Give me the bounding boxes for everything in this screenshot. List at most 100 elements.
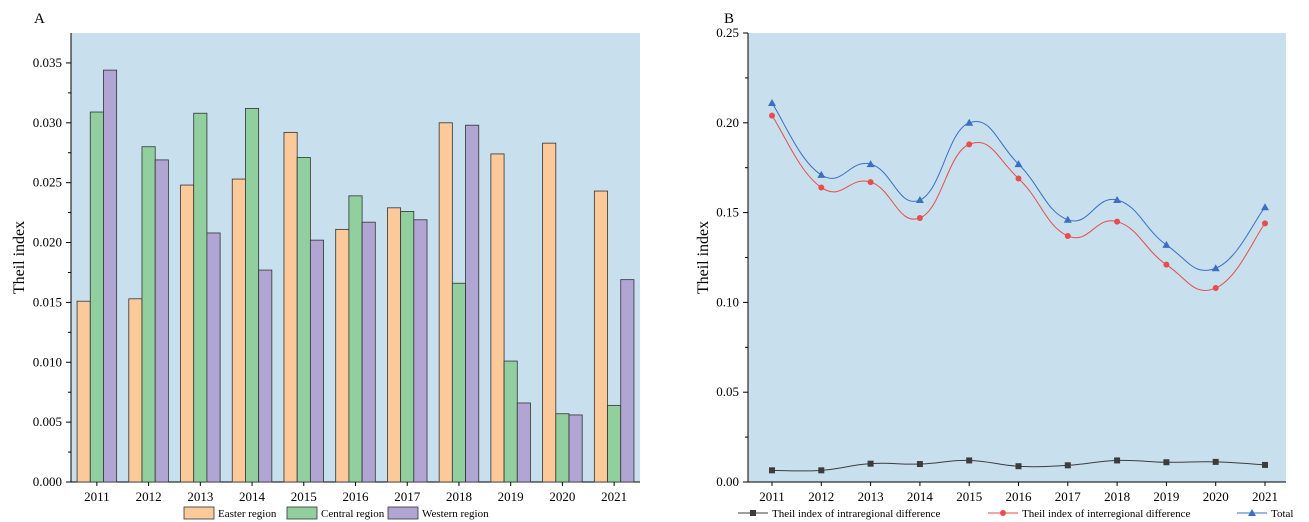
x-tick-label-b: 2011 bbox=[759, 489, 785, 504]
y-tick-label-b: 0.20 bbox=[716, 115, 739, 130]
series-line-total bbox=[771, 102, 1266, 271]
legend-label-a: Western region bbox=[422, 508, 489, 520]
bar-central bbox=[555, 413, 570, 483]
data-point-intraregional bbox=[1114, 457, 1121, 464]
y-tick-label-b: 0.25 bbox=[716, 25, 739, 40]
legend-swatch-a bbox=[387, 506, 419, 520]
bar-eastern bbox=[283, 131, 298, 483]
bar-eastern bbox=[438, 122, 453, 483]
bar-western bbox=[258, 269, 273, 483]
legend-label-a: Easter region bbox=[218, 508, 277, 520]
data-point-interregional bbox=[769, 112, 775, 119]
y-tick-label-b: 0.10 bbox=[716, 294, 739, 309]
legend-label-b: Theil index of interregional difference bbox=[1022, 508, 1191, 520]
data-point-total bbox=[915, 196, 924, 204]
x-tick-label-a: 2014 bbox=[239, 489, 266, 504]
plot-area-b bbox=[748, 33, 1286, 482]
x-tick-label-b: 2016 bbox=[1006, 489, 1033, 504]
data-point-total bbox=[817, 170, 826, 178]
bar-western bbox=[413, 219, 428, 483]
bar-western bbox=[568, 414, 583, 483]
x-tick-label-b: 2018 bbox=[1104, 489, 1130, 504]
y-tick-label-a: 0.000 bbox=[33, 474, 62, 489]
legend-swatch-a bbox=[183, 506, 215, 520]
data-point-intraregional bbox=[1212, 458, 1219, 465]
x-tick-label-a: 2017 bbox=[394, 489, 421, 504]
data-point-intraregional bbox=[818, 467, 825, 474]
data-point-interregional bbox=[1114, 218, 1121, 225]
data-point-interregional bbox=[1015, 175, 1022, 182]
data-point-intraregional bbox=[1064, 462, 1071, 469]
data-point-total bbox=[768, 99, 776, 107]
bar-eastern bbox=[542, 142, 557, 483]
y-tick-label-a: 0.005 bbox=[33, 414, 62, 429]
bar-western bbox=[361, 221, 376, 483]
bar-western bbox=[309, 239, 324, 483]
bar-central bbox=[451, 282, 466, 483]
data-point-total bbox=[1261, 203, 1269, 211]
y-tick-label-b: 0.00 bbox=[716, 474, 739, 489]
x-tick-label-a: 2012 bbox=[136, 489, 162, 504]
legend-swatch-a bbox=[286, 506, 318, 520]
legend-marker-b bbox=[1248, 509, 1256, 516]
data-point-interregional bbox=[916, 214, 923, 221]
x-tick-label-a: 2015 bbox=[291, 489, 317, 504]
bar-eastern bbox=[490, 153, 505, 483]
x-tick-label-b: 2019 bbox=[1153, 489, 1179, 504]
y-tick-label-a: 0.015 bbox=[33, 294, 62, 309]
bar-eastern bbox=[387, 207, 402, 483]
data-point-intraregional bbox=[769, 467, 775, 474]
bar-eastern bbox=[76, 300, 91, 483]
data-point-intraregional bbox=[916, 461, 923, 468]
bar-western bbox=[620, 279, 635, 483]
data-point-total bbox=[866, 160, 875, 168]
bar-eastern bbox=[593, 190, 608, 483]
bar-western bbox=[465, 124, 480, 483]
bar-central bbox=[296, 157, 311, 483]
data-point-total bbox=[1063, 215, 1072, 223]
legend-marker-b bbox=[1000, 510, 1006, 516]
y-tick-label-a: 0.025 bbox=[33, 175, 62, 190]
legend-label-a: Central region bbox=[321, 508, 385, 520]
panel-label-b: B bbox=[724, 11, 734, 27]
bar-eastern bbox=[180, 184, 195, 483]
bar-central bbox=[348, 195, 363, 483]
x-tick-label-b: 2012 bbox=[808, 489, 834, 504]
data-point-total bbox=[1211, 264, 1220, 272]
data-point-interregional bbox=[818, 184, 825, 191]
x-tick-label-b: 2017 bbox=[1055, 489, 1082, 504]
y-axis-title-b: Theil index bbox=[695, 221, 712, 294]
bar-western bbox=[206, 232, 221, 483]
x-tick-label-a: 2013 bbox=[187, 489, 213, 504]
bar-western bbox=[103, 69, 118, 483]
y-tick-label-a: 0.010 bbox=[33, 354, 62, 369]
data-point-intraregional bbox=[867, 460, 874, 467]
bar-eastern bbox=[231, 178, 246, 483]
y-tick-label-a: 0.020 bbox=[33, 235, 62, 250]
bar-central bbox=[89, 111, 104, 483]
panel-label-a: A bbox=[34, 11, 45, 27]
bar-western bbox=[154, 159, 169, 483]
legend-label-b: Total bbox=[1271, 508, 1293, 520]
data-point-total bbox=[1162, 240, 1171, 248]
y-tick-label-b: 0.05 bbox=[716, 384, 739, 399]
data-point-interregional bbox=[1262, 220, 1268, 227]
y-tick-label-a: 0.035 bbox=[33, 55, 62, 70]
x-tick-label-a: 2016 bbox=[343, 489, 370, 504]
x-tick-label-a: 2018 bbox=[446, 489, 472, 504]
data-point-interregional bbox=[966, 141, 973, 148]
bar-central bbox=[607, 404, 622, 483]
x-tick-label-b: 2015 bbox=[956, 489, 982, 504]
legend-marker-b bbox=[750, 510, 756, 516]
data-point-intraregional bbox=[966, 457, 973, 464]
x-tick-label-b: 2021 bbox=[1252, 489, 1278, 504]
data-point-interregional bbox=[1163, 261, 1170, 268]
data-point-total bbox=[965, 118, 974, 126]
x-tick-label-b: 2020 bbox=[1203, 489, 1229, 504]
x-tick-label-b: 2014 bbox=[907, 489, 934, 504]
data-point-intraregional bbox=[1262, 461, 1268, 468]
x-tick-label-a: 2011 bbox=[84, 489, 110, 504]
y-tick-label-a: 0.030 bbox=[33, 115, 62, 130]
bar-central bbox=[245, 108, 260, 483]
